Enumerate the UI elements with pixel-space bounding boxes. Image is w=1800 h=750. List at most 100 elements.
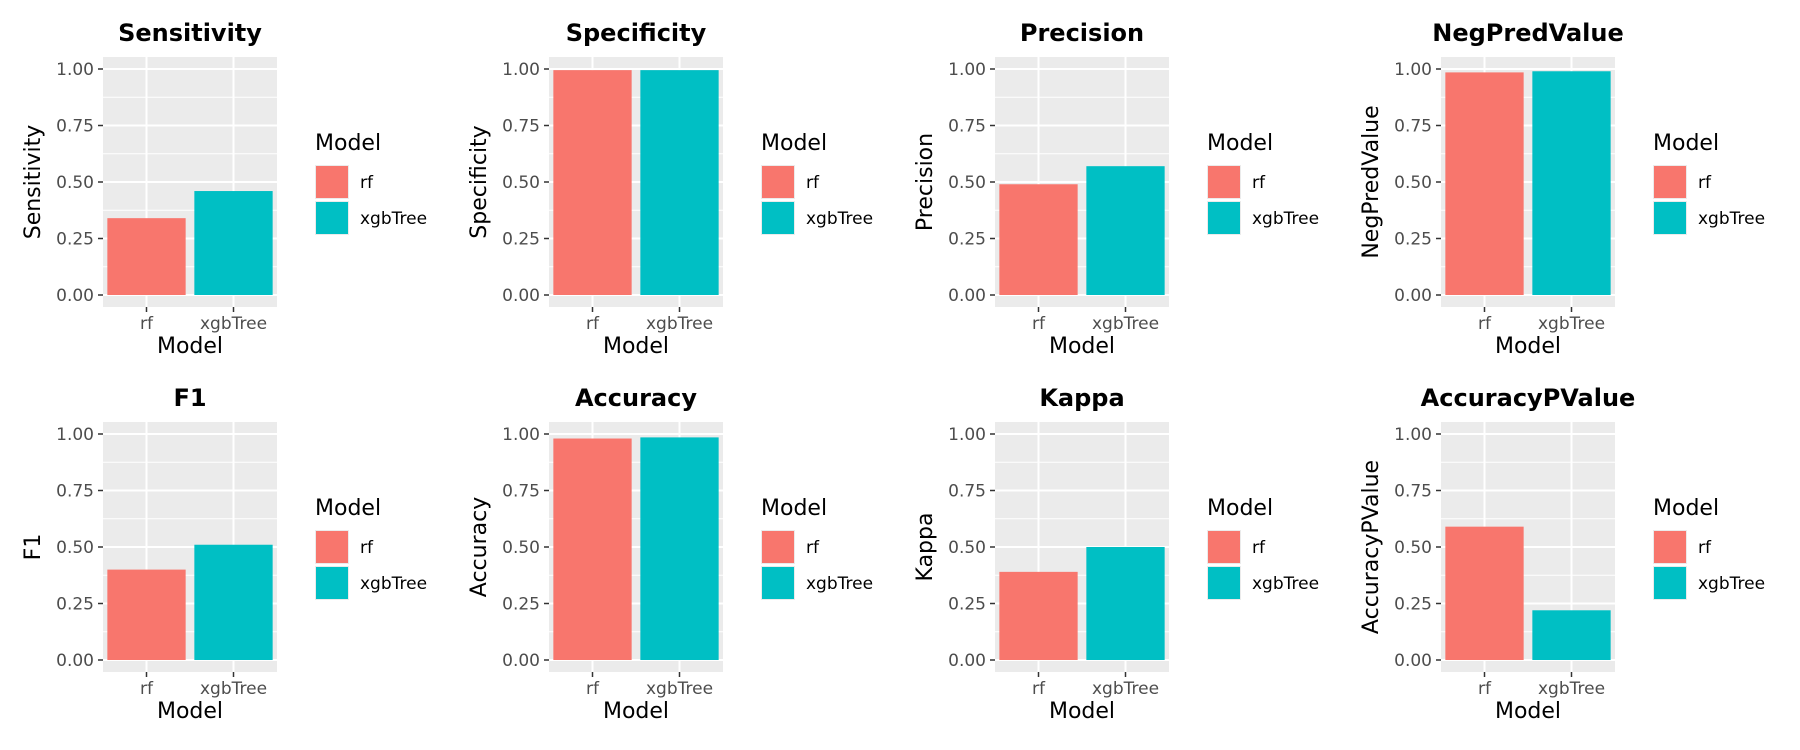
legend-label-rf: rf xyxy=(806,538,820,558)
legend-swatch-rf xyxy=(1654,166,1686,198)
legend-title: Model xyxy=(1207,496,1273,521)
y-tick-label: 0.75 xyxy=(56,482,94,502)
chart-title: Precision xyxy=(1020,19,1144,47)
legend-swatch-xgbTree xyxy=(762,567,794,599)
x-axis-label: Model xyxy=(603,334,669,359)
y-tick-label: 0.00 xyxy=(56,286,94,306)
legend-swatch-xgbTree xyxy=(316,567,348,599)
bar-rf xyxy=(107,218,186,295)
legend-title: Model xyxy=(315,131,381,156)
y-tick-label: 0.25 xyxy=(1394,595,1432,615)
y-axis-label: F1 xyxy=(21,534,46,561)
legend-title: Model xyxy=(1653,496,1719,521)
x-tick-label: xgbTree xyxy=(1092,314,1159,334)
legend-title: Model xyxy=(315,496,381,521)
legend-label-rf: rf xyxy=(1698,538,1712,558)
x-tick-label: rf xyxy=(1478,679,1492,699)
y-tick-label: 0.75 xyxy=(502,482,540,502)
bar-xgbTree xyxy=(640,70,719,295)
y-tick-label: 0.00 xyxy=(948,651,986,671)
legend-swatch-rf xyxy=(316,166,348,198)
y-tick-label: 0.50 xyxy=(502,173,540,193)
bar-rf xyxy=(1445,526,1524,660)
legend-swatch-xgbTree xyxy=(316,202,348,234)
bar-rf xyxy=(999,571,1078,660)
x-axis-label: Model xyxy=(1049,699,1115,724)
x-tick-label: xgbTree xyxy=(1092,679,1159,699)
legend-label-xgbTree: xgbTree xyxy=(1698,209,1765,229)
chart-svg: Sensitivity 0.00 0.25 0.50 0.75 1.00 rf xgbTree… xyxy=(21,19,427,359)
x-tick-label: xgbTree xyxy=(1538,679,1605,699)
legend-swatch-rf xyxy=(1654,531,1686,563)
legend-swatch-xgbTree xyxy=(1654,202,1686,234)
legend-label-rf: rf xyxy=(360,173,374,193)
bar-rf xyxy=(553,70,632,295)
chart-panel-kappa: Kappa 0.00 0.25 0.50 0.75 1.00 rf xgbTree Model K… xyxy=(892,365,1338,731)
legend-label-xgbTree: xgbTree xyxy=(806,209,873,229)
bar-rf xyxy=(1445,72,1524,295)
x-tick-label: rf xyxy=(1478,314,1492,334)
y-axis-label: Sensitivity xyxy=(21,125,46,240)
x-tick-label: xgbTree xyxy=(200,314,267,334)
x-axis-label: Model xyxy=(157,334,223,359)
y-tick-label: 1.00 xyxy=(1394,425,1432,445)
y-tick-label: 0.75 xyxy=(948,117,986,137)
x-axis-label: Model xyxy=(157,699,223,724)
y-axis-label: Accuracy xyxy=(467,497,492,597)
legend-label-xgbTree: xgbTree xyxy=(806,574,873,594)
x-tick-label: rf xyxy=(140,679,154,699)
y-tick-label: 1.00 xyxy=(948,60,986,80)
x-tick-label: rf xyxy=(1032,314,1046,334)
y-tick-label: 0.25 xyxy=(948,230,986,250)
y-axis-label: Kappa xyxy=(913,513,938,582)
bar-xgbTree xyxy=(640,437,719,660)
chart-panel-negpredvalue: NegPredValue 0.00 0.25 0.50 0.75 1.00 rf xgbTre… xyxy=(1338,0,1784,366)
y-tick-label: 0.25 xyxy=(502,230,540,250)
y-tick-label: 0.00 xyxy=(56,651,94,671)
chart-title: NegPredValue xyxy=(1432,19,1623,47)
y-tick-label: 0.50 xyxy=(56,538,94,558)
chart-title: Accuracy xyxy=(575,384,697,412)
y-tick-label: 0.75 xyxy=(56,117,94,137)
chart-svg: AccuracyPValue 0.00 0.25 0.50 0.75 1.00 rf xgbT… xyxy=(1359,384,1765,724)
x-tick-label: rf xyxy=(586,679,600,699)
chart-title: Kappa xyxy=(1039,384,1124,412)
bar-xgbTree xyxy=(194,544,273,660)
y-tick-label: 0.25 xyxy=(56,230,94,250)
x-tick-label: xgbTree xyxy=(646,314,713,334)
y-tick-label: 0.25 xyxy=(1394,230,1432,250)
x-tick-label: xgbTree xyxy=(646,679,713,699)
y-tick-label: 0.50 xyxy=(1394,173,1432,193)
y-tick-label: 0.50 xyxy=(502,538,540,558)
bar-xgbTree xyxy=(194,191,273,295)
legend-label-xgbTree: xgbTree xyxy=(360,574,427,594)
y-tick-label: 0.50 xyxy=(948,538,986,558)
y-tick-label: 0.50 xyxy=(948,173,986,193)
chart-panel-sensitivity: Sensitivity 0.00 0.25 0.50 0.75 1.00 rf xgbTree… xyxy=(0,0,446,366)
legend-label-rf: rf xyxy=(1252,538,1266,558)
bar-xgbTree xyxy=(1532,71,1611,295)
chart-panel-specificity: Specificity 0.00 0.25 0.50 0.75 1.00 rf xgbTree… xyxy=(446,0,892,366)
y-tick-label: 0.75 xyxy=(1394,117,1432,137)
legend-label-rf: rf xyxy=(1252,173,1266,193)
legend-swatch-rf xyxy=(1208,531,1240,563)
chart-svg: Specificity 0.00 0.25 0.50 0.75 1.00 rf xgbTree… xyxy=(467,19,873,359)
chart-title: Sensitivity xyxy=(118,19,262,47)
legend-title: Model xyxy=(761,496,827,521)
chart-svg: NegPredValue 0.00 0.25 0.50 0.75 1.00 rf xgbTre… xyxy=(1359,19,1765,359)
chart-title: F1 xyxy=(173,384,206,412)
legend-label-rf: rf xyxy=(806,173,820,193)
legend-swatch-rf xyxy=(762,166,794,198)
legend-title: Model xyxy=(1653,131,1719,156)
legend-label-xgbTree: xgbTree xyxy=(1698,574,1765,594)
y-tick-label: 0.75 xyxy=(1394,482,1432,502)
chart-panel-precision: Precision 0.00 0.25 0.50 0.75 1.00 rf xgbTree Mo… xyxy=(892,0,1338,366)
legend-title: Model xyxy=(761,131,827,156)
chart-title: Specificity xyxy=(566,19,707,47)
y-tick-label: 0.00 xyxy=(502,651,540,671)
y-tick-label: 1.00 xyxy=(56,60,94,80)
y-tick-label: 0.75 xyxy=(502,117,540,137)
y-tick-label: 1.00 xyxy=(56,425,94,445)
